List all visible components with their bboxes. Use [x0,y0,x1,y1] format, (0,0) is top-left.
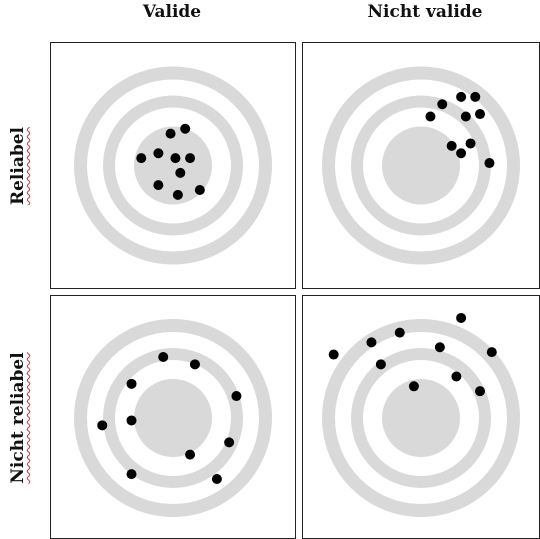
shot-point [475,109,485,120]
shot-point [126,415,137,426]
shot-point [224,437,235,448]
target-panel-reliable-valid [50,42,296,289]
shot-point [456,312,467,323]
target-bullseye [134,379,212,457]
target-bullseye [382,126,460,205]
shot-point [484,158,495,169]
shot-point [211,474,222,484]
row-label-reliable: Reliabel [6,46,30,286]
shot-point [185,153,196,164]
column-label-not-valid: Nicht valide [367,2,483,22]
shot-point [97,420,108,431]
shot-point [136,153,147,164]
shot-point [408,381,419,392]
shot-point [470,91,481,102]
shot-point [465,138,476,149]
shot-point [126,378,137,389]
shot-point [185,449,196,460]
column-label-valid: Valide [142,2,202,22]
target-panel-not-reliable-not-valid [302,295,540,539]
shot-point [170,153,181,164]
row-label-not-reliable-text: Nicht reliabel [8,352,28,484]
shot-point [194,185,205,195]
shot-point [437,99,448,110]
target-not-reliable-not-valid [322,312,520,517]
row-label-reliable-text: Reliabel [8,126,28,206]
shot-point [175,167,186,178]
shot-point [475,386,485,397]
shot-point [165,128,176,139]
target-reliable-valid [74,66,272,265]
shot-point [460,111,471,122]
shot-point [451,371,462,382]
shot-point [231,391,242,402]
shot-point [153,148,164,159]
shot-point [180,123,191,134]
target-reliable-not-valid [322,66,520,265]
shot-point [425,111,436,122]
shot-point [366,337,377,348]
shot-point [394,327,405,338]
shot-point [189,359,200,370]
shot-point [446,140,457,151]
shot-point [126,469,137,480]
target-panel-not-reliable-valid [50,295,296,539]
shot-point [486,347,497,358]
shot-point [456,148,467,159]
shot-point [434,342,445,353]
target-panel-reliable-not-valid [302,42,540,289]
shot-point [153,180,164,191]
shot-point [172,189,183,200]
shot-point [328,349,339,360]
target-not-reliable-valid [74,319,272,517]
row-label-not-reliable: Nicht reliabel [6,298,30,538]
target-bullseye [382,379,460,457]
shot-point [456,91,467,102]
shot-point [158,352,169,362]
shot-point [375,359,386,370]
